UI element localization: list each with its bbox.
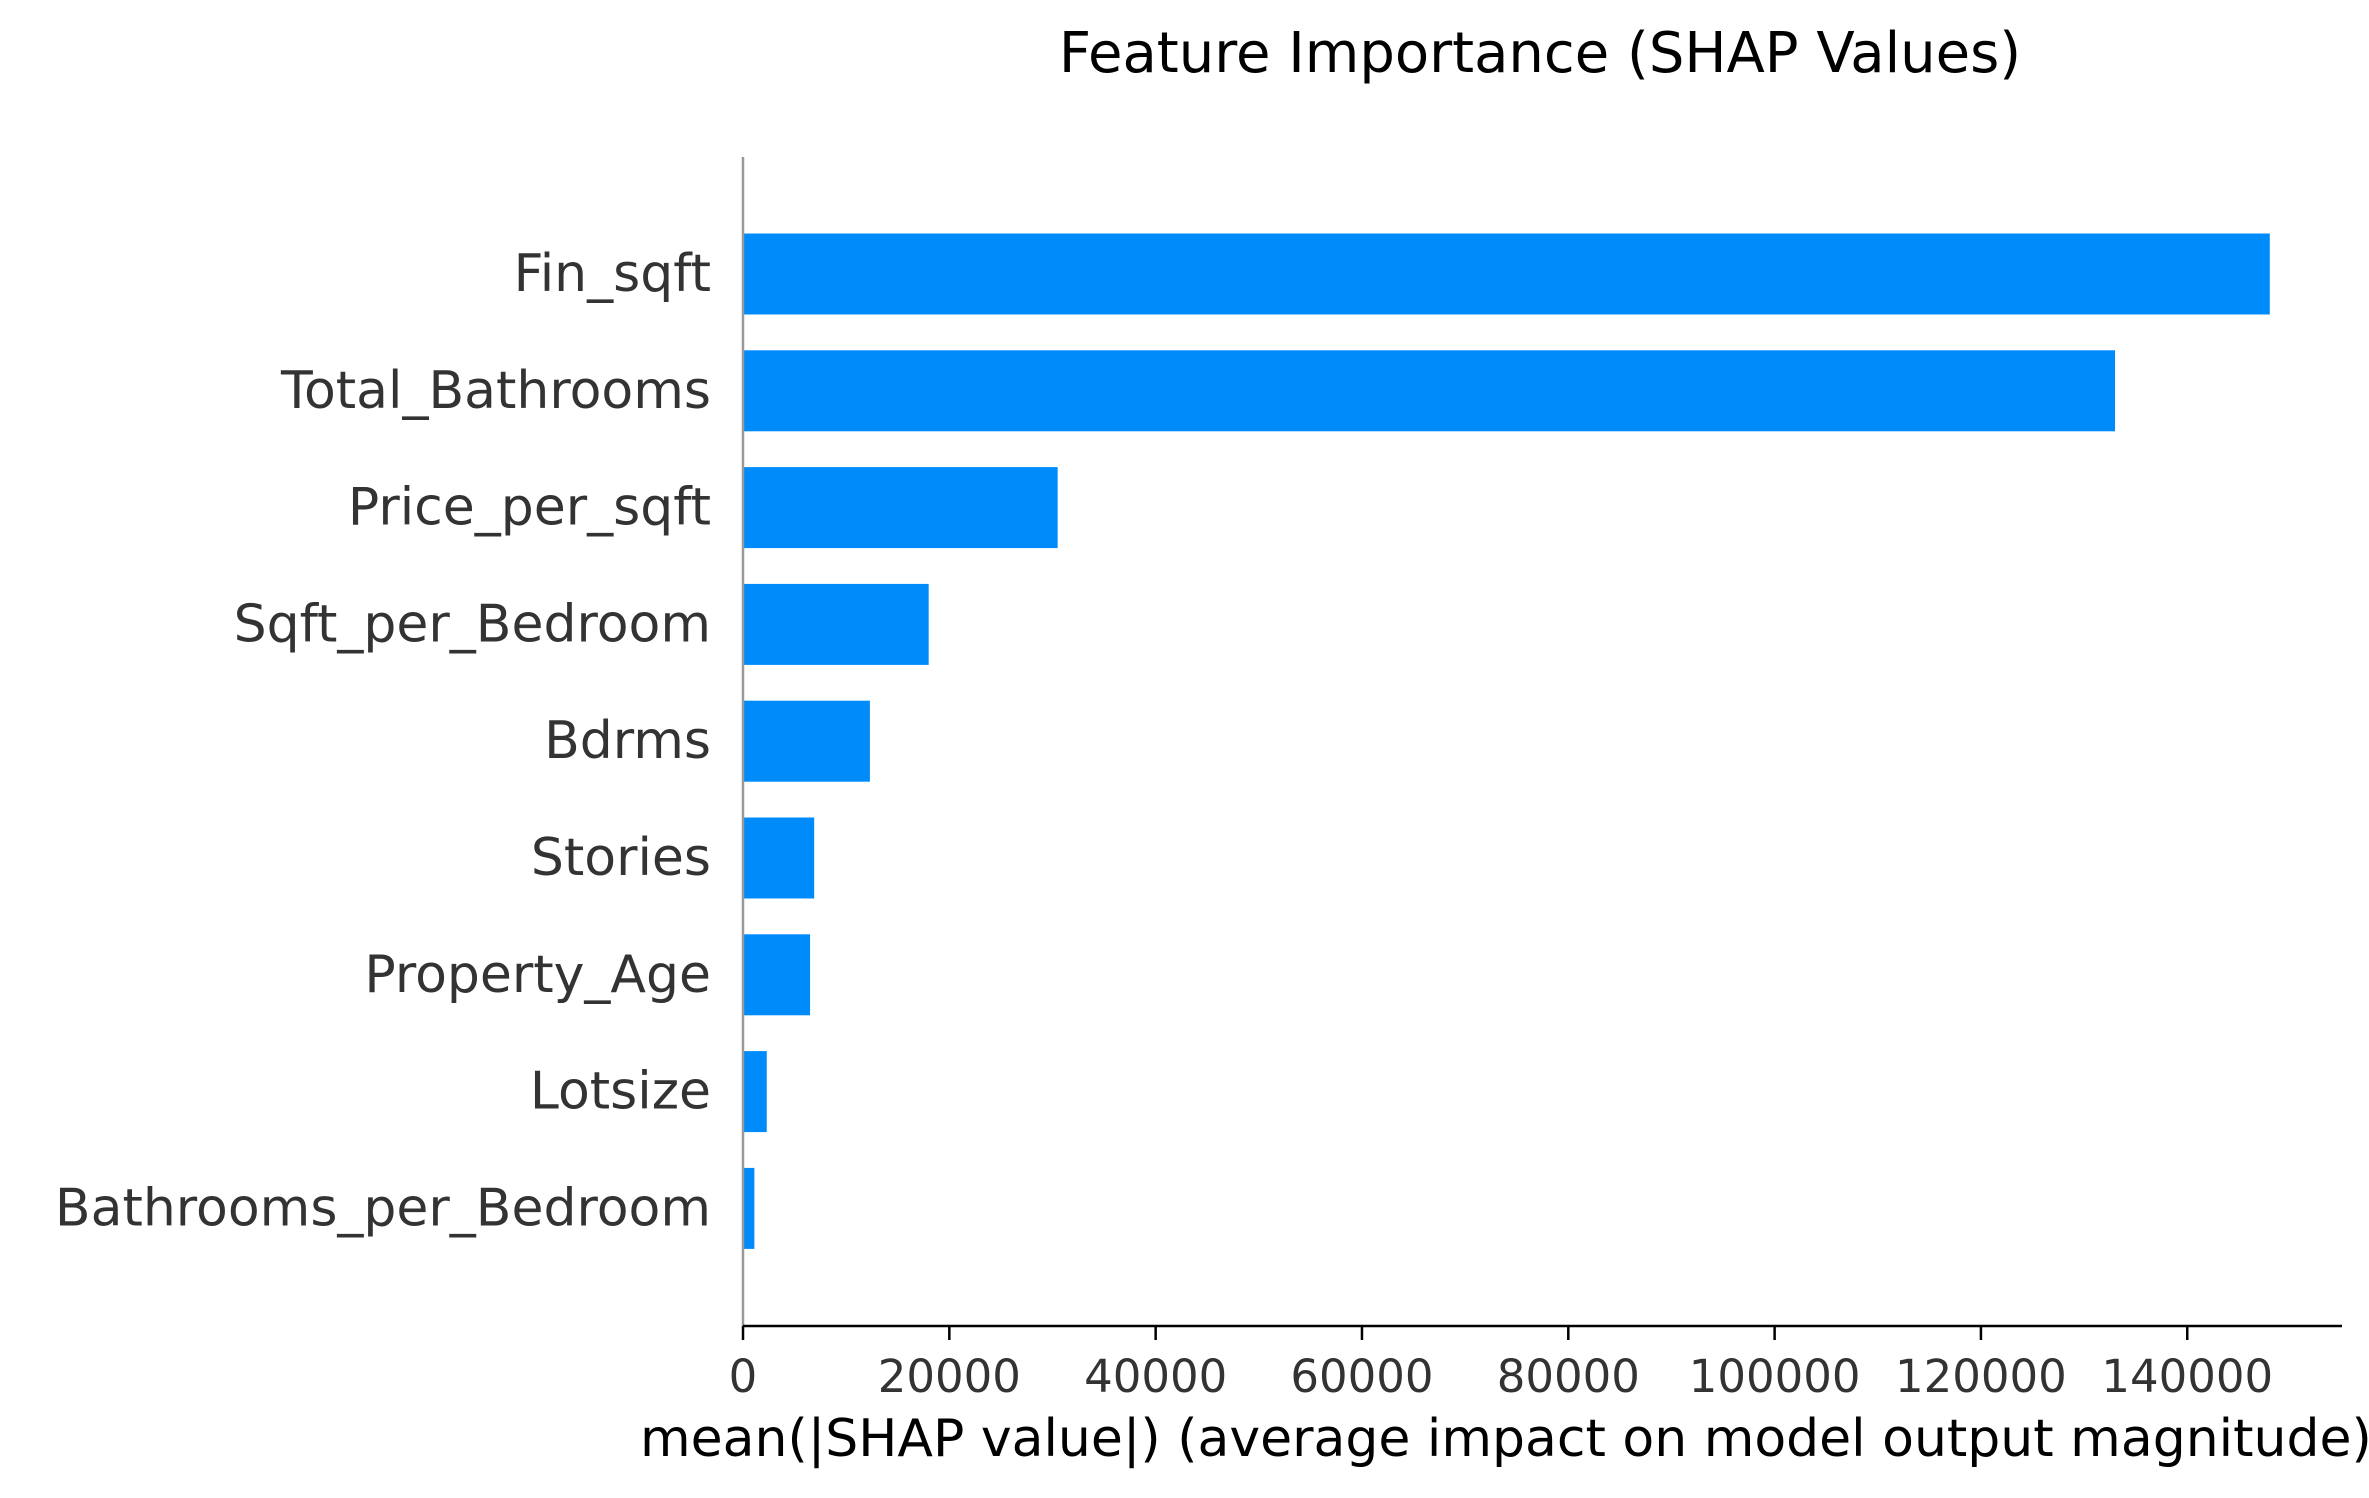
bar-fin-sqft bbox=[743, 233, 2270, 315]
bar-property-age bbox=[743, 934, 811, 1016]
y-tick-label: Bdrms bbox=[544, 711, 711, 771]
y-tick-label: Sqft_per_Bedroom bbox=[234, 594, 711, 654]
y-tick-label: Stories bbox=[531, 828, 711, 888]
y-tick-label: Bathrooms_per_Bedroom bbox=[55, 1178, 711, 1238]
bar-price-per-sqft bbox=[743, 467, 1058, 549]
x-tick-label: 60000 bbox=[1290, 1350, 1433, 1403]
chart-title: Feature Importance (SHAP Values) bbox=[1059, 21, 2021, 86]
x-tick-label: 120000 bbox=[1895, 1350, 2067, 1403]
x-ticks: 0 20000 40000 60000 80000 100000 120000 140000 bbox=[729, 1326, 2273, 1403]
x-tick-label: 40000 bbox=[1084, 1350, 1227, 1403]
x-axis-label: mean(|SHAP value|) (average impact on mo… bbox=[640, 1409, 2369, 1469]
y-tick-labels: Fin_sqft Total_Bathrooms Price_per_sqft Sqf… bbox=[55, 244, 711, 1238]
x-tick-label: 0 bbox=[729, 1350, 758, 1403]
bar-sqft-per-bedroom bbox=[743, 583, 929, 665]
y-tick-label: Lotsize bbox=[530, 1062, 711, 1122]
bar-total-bathrooms bbox=[743, 350, 2116, 432]
y-tick-label: Fin_sqft bbox=[514, 244, 711, 304]
bar-bdrms bbox=[743, 700, 870, 782]
x-tick-label: 140000 bbox=[2101, 1350, 2273, 1403]
x-tick-label: 80000 bbox=[1497, 1350, 1640, 1403]
y-tick-label: Total_Bathrooms bbox=[280, 361, 711, 421]
bars-group bbox=[743, 233, 2270, 1249]
bar-stories bbox=[743, 817, 815, 899]
bar-lotsize bbox=[743, 1051, 767, 1133]
x-tick-label: 20000 bbox=[878, 1350, 1021, 1403]
x-tick-label: 100000 bbox=[1689, 1350, 1861, 1403]
y-tick-label: Property_Age bbox=[364, 945, 711, 1005]
y-tick-label: Price_per_sqft bbox=[348, 478, 711, 538]
bar-bathrooms-per-bedroom bbox=[743, 1167, 755, 1249]
